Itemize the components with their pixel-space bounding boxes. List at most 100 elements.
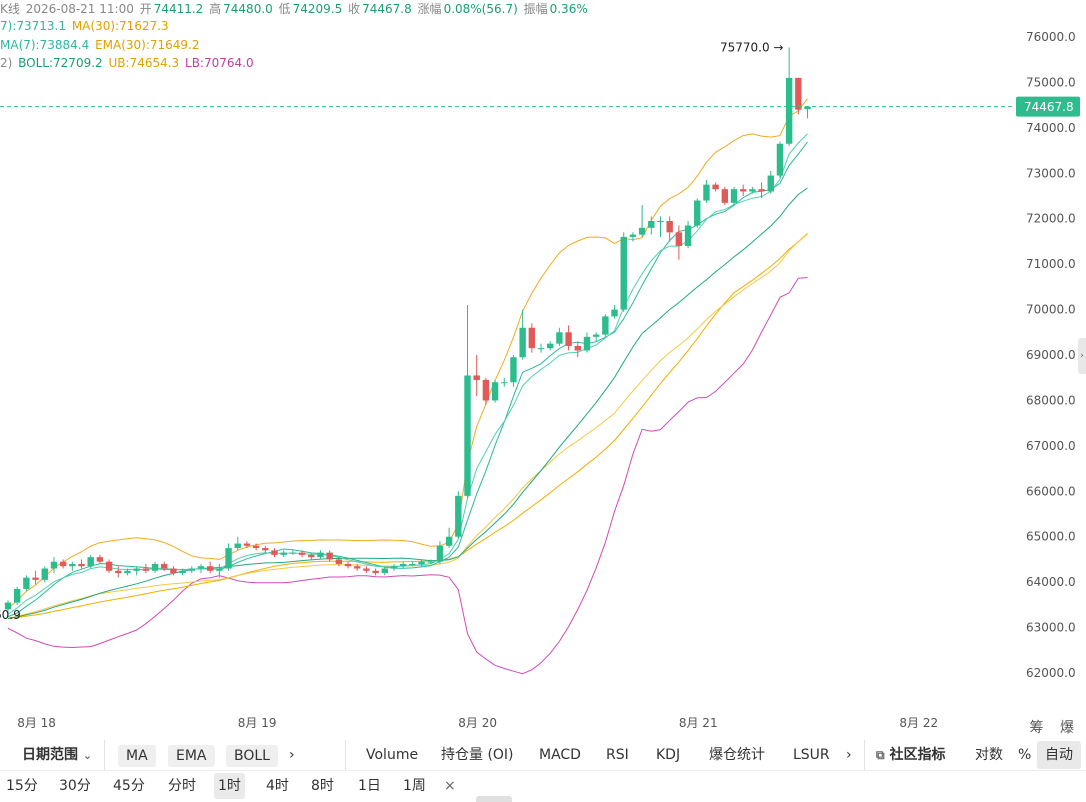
low-value: 74209.5	[292, 2, 343, 16]
candle-body	[740, 189, 747, 192]
header-prefix: K线	[0, 2, 20, 16]
right-panel-toggle[interactable]: ›	[1078, 338, 1086, 374]
log-scale-toggle[interactable]: 对数	[975, 747, 1003, 763]
candle-body	[418, 561, 425, 564]
ema-legend[interactable]: MA(7):73884.4 EMA(30):71649.2	[0, 38, 202, 52]
candle-body	[96, 557, 104, 562]
candle-body	[372, 570, 379, 574]
candle-body	[151, 563, 159, 571]
community-label: 社区指标	[889, 747, 946, 763]
candle-body	[381, 568, 388, 574]
timeframe-7[interactable]: 1日	[358, 778, 381, 794]
corner-icons[interactable]: 筹 爆	[1029, 720, 1080, 736]
candle-body	[78, 563, 85, 567]
candle-body	[537, 348, 545, 350]
candle-body	[574, 345, 581, 351]
lsur-toggle[interactable]: LSUR	[793, 747, 830, 763]
chart-area[interactable]: 62000.0 63000.0 64000.0 65000.0 66000.0 67000…	[0, 0, 1086, 740]
boll-ub-value: UB:74654.3	[108, 56, 180, 70]
candle-body	[510, 357, 517, 383]
candle-body	[556, 332, 563, 344]
x-tick-label: 8月 18	[17, 716, 56, 730]
resize-handle[interactable]	[476, 796, 512, 802]
timeframe-5[interactable]: 4时	[266, 778, 289, 794]
candle-body	[730, 189, 738, 203]
candle-body	[611, 309, 618, 317]
y-tick-label: 76000.0	[1026, 30, 1076, 44]
boll-prefix: 2)	[0, 56, 13, 70]
x-tick-label: 8月 19	[238, 716, 277, 730]
candle-body	[482, 379, 490, 401]
candle-body	[234, 543, 241, 549]
y-tick-label: 68000.0	[1026, 393, 1076, 407]
candle-body	[280, 552, 287, 555]
boll-toggle[interactable]: BOLL	[226, 745, 278, 767]
ema-toggle[interactable]: EMA	[168, 745, 215, 767]
main-indicator-more[interactable]: ›	[289, 747, 295, 763]
liq-stats-toggle[interactable]: 爆仓统计	[709, 747, 765, 763]
y-tick-label: 71000.0	[1026, 257, 1076, 271]
timeframe-4[interactable]: 1时	[214, 773, 245, 799]
candle-body	[436, 545, 444, 562]
candle-body	[767, 175, 774, 192]
community-indicators-button[interactable]: ⧉ 社区指标	[876, 740, 945, 770]
ma7-line	[7, 141, 808, 618]
timeframe-bar: 15分 30分 45分 分时 1时 4时 8时 1日 1周 ×	[0, 770, 1086, 802]
timeframe-3[interactable]: 分时	[168, 778, 196, 794]
candle-body	[629, 234, 637, 237]
candle-body	[308, 554, 315, 558]
candle-body	[133, 568, 140, 571]
candle-body	[32, 577, 39, 580]
y-tick-label: 62000.0	[1026, 666, 1076, 680]
candle-body	[197, 566, 205, 569]
close-button[interactable]: ×	[444, 778, 456, 794]
candle-body	[804, 106, 811, 110]
divider	[864, 740, 865, 770]
candle-body	[473, 375, 480, 380]
rsi-toggle[interactable]: RSI	[606, 747, 629, 763]
candle-body	[179, 570, 186, 574]
close-value: 74467.8	[362, 2, 412, 16]
candle-body	[565, 332, 572, 346]
macd-toggle[interactable]: MACD	[539, 747, 581, 763]
candle-body	[289, 552, 297, 554]
ma-toggle[interactable]: MA	[118, 745, 156, 767]
oi-toggle[interactable]: 持仓量 (OI)	[441, 747, 514, 763]
candle-body	[262, 548, 269, 551]
ma-legend[interactable]: 7):73713.1 MA(30):71627.3	[0, 19, 171, 33]
y-tick-label: 70000.0	[1026, 303, 1076, 317]
timeframe-2[interactable]: 45分	[113, 778, 145, 794]
timeframe-6[interactable]: 8时	[311, 778, 334, 794]
candle-body	[59, 561, 67, 567]
kdj-toggle[interactable]: KDJ	[656, 747, 681, 763]
sub-indicator-more[interactable]: ›	[846, 747, 852, 763]
max-price-marker: 75770.0 →	[720, 40, 784, 54]
volume-toggle[interactable]: Volume	[366, 747, 419, 763]
timeframe-1[interactable]: 30分	[59, 778, 91, 794]
current-price-tag	[1016, 96, 1080, 117]
candle-body	[592, 334, 600, 337]
y-tick-label: 65000.0	[1026, 530, 1076, 544]
candle-body	[684, 225, 692, 246]
y-tick-label: 72000.0	[1026, 212, 1076, 226]
y-tick-label: 64000.0	[1026, 575, 1076, 589]
percent-scale-toggle[interactable]: %	[1018, 747, 1032, 763]
candlestick-chart[interactable]: 62000.0 63000.0 64000.0 65000.0 66000.0 67000…	[0, 0, 1086, 740]
auto-scale-toggle[interactable]: 自动	[1037, 741, 1081, 769]
candle-body	[124, 570, 131, 574]
candle-body	[638, 227, 646, 235]
candle-body	[69, 563, 76, 567]
timeframe-0[interactable]: 15分	[6, 778, 38, 794]
candle-body	[501, 382, 508, 384]
candle-body	[298, 552, 306, 555]
x-axis: 8月 18 8月 19 8月 20 8月 21 8月 22	[17, 716, 938, 730]
candle-body	[188, 568, 195, 571]
date-range-button[interactable]: 日期范围 ⌄	[22, 740, 92, 770]
timeframe-8[interactable]: 1周	[403, 778, 426, 794]
candle-body	[758, 189, 765, 192]
ema7-line	[7, 133, 808, 615]
candle-body	[115, 570, 122, 574]
boll-legend[interactable]: 2) BOLL:72709.2 UB:74654.3 LB:70764.0	[0, 56, 256, 70]
y-tick-label: 75000.0	[1026, 75, 1076, 89]
high-label: 高	[209, 2, 222, 16]
